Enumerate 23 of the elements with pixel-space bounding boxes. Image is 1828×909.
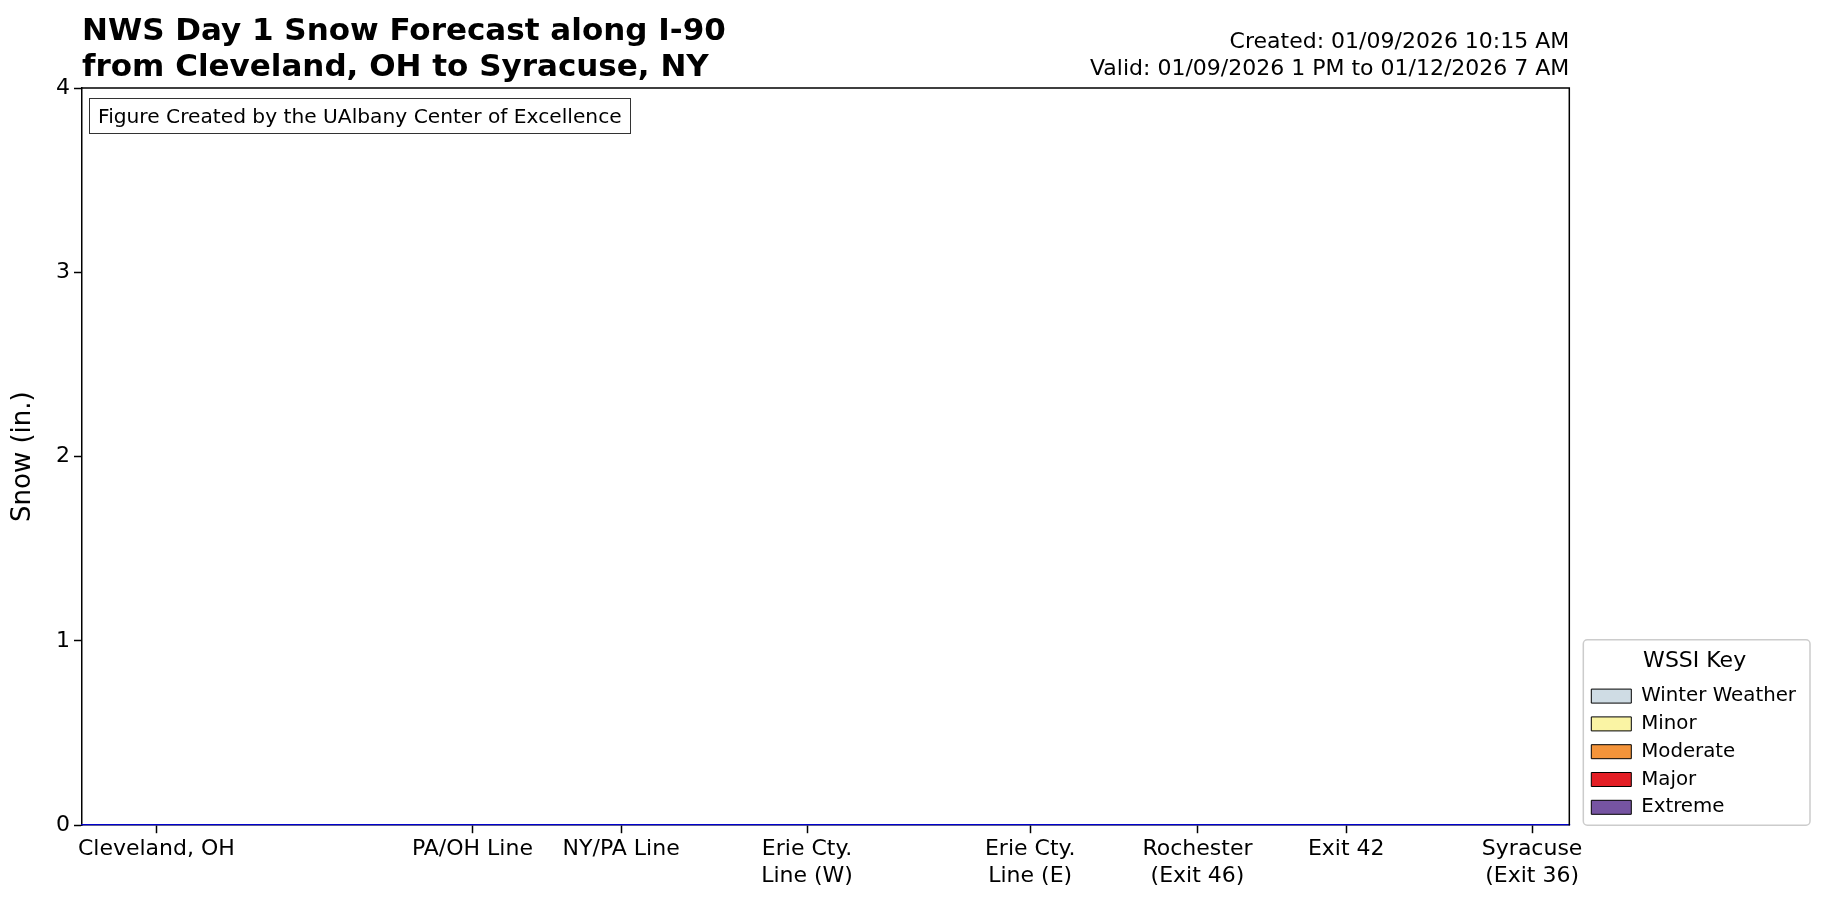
x-tick-label: Exit 42 xyxy=(1307,835,1385,861)
legend-label: Minor xyxy=(1641,711,1698,735)
y-tick-label: 2 xyxy=(56,442,70,468)
legend-title: WSSI Key xyxy=(1643,646,1747,672)
chart-subtitle: Created: 01/09/2026 10:15 AM Valid: 01/09/2026 1 PM to 01/12/2026 7 AM xyxy=(1089,28,1570,82)
x-tick-label: Cleveland, OH xyxy=(77,835,235,861)
y-axis-title: Snow (in.) xyxy=(6,391,37,522)
x-tick-label: Rochester (Exit 46) xyxy=(1142,835,1254,887)
y-tick-label: 4 xyxy=(56,73,70,99)
legend-label: Moderate xyxy=(1641,738,1736,762)
annotation: Figure Created by the UAlbany Center of Excellence xyxy=(89,97,631,134)
y-tick-label: 1 xyxy=(56,626,70,652)
x-tick-label: PA/OH Line xyxy=(411,835,533,861)
legend-label: Extreme xyxy=(1641,794,1725,818)
x-tick-label: Erie Cty. Line (W) xyxy=(761,835,853,887)
legend-label: Major xyxy=(1641,766,1697,790)
y-tick-label: 0 xyxy=(56,810,70,836)
x-tick-label: Erie Cty. Line (E) xyxy=(984,835,1076,887)
x-tick-label: NY/PA Line xyxy=(562,835,680,861)
y-tick-label: 3 xyxy=(56,258,70,284)
x-tick-label: Syracuse (Exit 36) xyxy=(1481,835,1583,887)
legend-label: Winter Weather xyxy=(1641,683,1797,707)
chart-title: NWS Day 1 Snow Forecast along I-90 from Cleveland, OH to Syracuse, NY xyxy=(82,11,726,84)
